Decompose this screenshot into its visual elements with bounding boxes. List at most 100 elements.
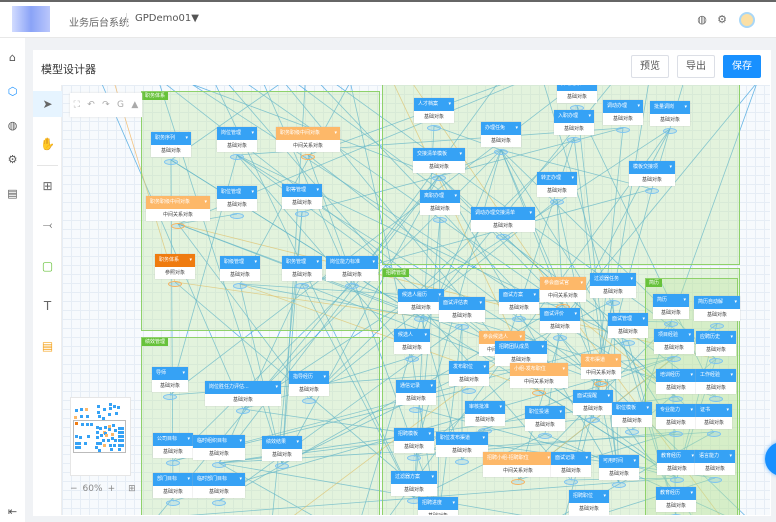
cube-icon[interactable]: ⬡: [7, 85, 18, 98]
entity-node[interactable]: 部门目标基础对象: [153, 473, 193, 506]
home-icon[interactable]: ⌂: [9, 51, 16, 64]
relationship-line[interactable]: [627, 340, 677, 515]
relationship-line[interactable]: [150, 175, 440, 515]
entity-name[interactable]: 招聘团队成员: [495, 341, 547, 354]
entity-name[interactable]: 导师: [152, 367, 188, 380]
entity-name[interactable]: 职务职级中间对象: [276, 127, 340, 140]
connection-port[interactable]: [664, 321, 678, 327]
entity-name[interactable]: 转正办理: [537, 172, 577, 185]
connection-port[interactable]: [236, 408, 250, 414]
entity-name[interactable]: 招聘进度: [418, 497, 458, 510]
relationship-line[interactable]: [242, 128, 671, 410]
globe-icon[interactable]: ◍: [697, 13, 707, 26]
connection-port[interactable]: [708, 477, 722, 483]
entity-node[interactable]: 小组-发布职位中间关系对象: [510, 363, 568, 396]
grid-icon[interactable]: G: [117, 100, 125, 110]
avatar[interactable]: [739, 12, 755, 28]
entity-name[interactable]: 教育经历: [656, 487, 696, 500]
entity-node[interactable]: 职位发布渠道基础对象: [436, 432, 488, 465]
relationship-line[interactable]: [64, 477, 678, 515]
undo-icon[interactable]: ↶: [87, 100, 95, 110]
entity-node[interactable]: 通信记录基础对象: [396, 380, 436, 413]
collapse-icon[interactable]: ⇤: [7, 505, 18, 518]
entity-node[interactable]: 语言能力基础对象: [695, 450, 735, 483]
connection-port[interactable]: [496, 234, 510, 240]
entity-node[interactable]: 离职办理基础对象: [420, 190, 460, 223]
connection-port[interactable]: [230, 154, 244, 160]
project-selector[interactable]: GPDemo01▼: [135, 13, 199, 24]
connection-port[interactable]: [302, 398, 316, 404]
connection-port[interactable]: [669, 431, 683, 437]
entity-node[interactable]: 培训经历基础对象: [656, 369, 696, 402]
connection-port[interactable]: [550, 199, 564, 205]
connection-port[interactable]: [707, 431, 721, 437]
connection-port[interactable]: [494, 149, 508, 155]
gear-icon[interactable]: ⚙: [7, 153, 18, 166]
zoom-out-button[interactable]: −: [70, 484, 78, 494]
entity-name[interactable]: 工作经验: [696, 369, 736, 382]
connection-port[interactable]: [663, 128, 677, 134]
entity-node[interactable]: 候选人基础对象: [394, 329, 430, 362]
entity-node[interactable]: 职等管理基础对象: [282, 184, 322, 217]
entity-node[interactable]: 候选人履历基础对象: [398, 289, 444, 322]
relationship-line[interactable]: [235, 85, 564, 306]
collapse-up-icon[interactable]: ▲: [131, 100, 139, 110]
connection-port[interactable]: [667, 356, 681, 362]
entity-name[interactable]: 离职办理: [420, 190, 460, 203]
entity-name[interactable]: 调动办理: [603, 100, 643, 113]
connection-port[interactable]: [538, 433, 552, 439]
entity-node[interactable]: 教育经历基础对象: [657, 450, 697, 483]
connection-port[interactable]: [166, 460, 180, 466]
entity-node[interactable]: 导师基础对象: [152, 367, 188, 400]
assistant-button[interactable]: [765, 442, 776, 476]
entity-name[interactable]: 过滤器任务: [590, 273, 636, 286]
entity-node[interactable]: 证书基础对象: [696, 404, 732, 437]
entity-name[interactable]: 候选人履历: [398, 289, 444, 302]
entity-name[interactable]: 应聘历史: [696, 331, 736, 344]
entity-node[interactable]: 简历自动解基础对象: [694, 296, 740, 329]
relationship-line[interactable]: [383, 128, 671, 515]
connection-port[interactable]: [710, 323, 724, 329]
entity-node[interactable]: 参会面试官中间关系对象: [540, 277, 586, 310]
entity-node[interactable]: 模板交接项基础对象: [629, 161, 675, 194]
entity-node[interactable]: 招聘小组-招聘职位中间关系对象: [483, 452, 553, 485]
entity-name[interactable]: 批量调岗: [650, 101, 690, 114]
entity-name[interactable]: 简历自动解: [694, 296, 740, 309]
relationship-line[interactable]: [307, 154, 442, 515]
entity-name[interactable]: 面试提醒: [573, 390, 613, 403]
minimap-viewport[interactable]: [73, 420, 126, 453]
entity-name[interactable]: 面试记录: [551, 452, 591, 465]
connection-port[interactable]: [564, 479, 578, 485]
connection-port[interactable]: [275, 463, 289, 469]
entity-name[interactable]: 临时组织目标: [193, 435, 245, 448]
entity-node[interactable]: 职务职级中间对象中间关系对象: [276, 127, 340, 160]
relationship-line[interactable]: [98, 85, 244, 410]
relationship-line[interactable]: [631, 85, 760, 431]
relationship-line[interactable]: [500, 149, 602, 383]
entity-name[interactable]: 面试管理: [608, 313, 648, 326]
entity-node[interactable]: 职位模板基础对象: [612, 402, 652, 435]
entity-node[interactable]: 临时部门目标基础对象: [193, 473, 245, 506]
connection-port[interactable]: [455, 459, 469, 465]
connection-port[interactable]: [511, 479, 525, 485]
entity-node[interactable]: 专业能力基础对象: [656, 404, 696, 437]
connection-port[interactable]: [709, 358, 723, 364]
entity-node[interactable]: 绩效结果基础对象: [262, 436, 302, 469]
connection-port[interactable]: [163, 394, 177, 400]
connection-port[interactable]: [709, 396, 723, 402]
connection-port[interactable]: [301, 154, 315, 160]
entity-name[interactable]: 过滤器方案: [391, 471, 437, 484]
entity-node[interactable]: 审核批准基础对象: [465, 401, 505, 434]
entity-node[interactable]: 公司目标基础对象: [153, 433, 193, 466]
entity-node[interactable]: 转正办理基础对象: [537, 172, 577, 205]
entity-node[interactable]: 面试评价基础对象: [540, 308, 580, 341]
entity-node[interactable]: 应聘历史基础对象: [696, 331, 736, 364]
entity-name[interactable]: 职位模板: [612, 402, 652, 415]
entity-node[interactable]: 异动记录基础对象: [557, 85, 597, 111]
fit-view-icon[interactable]: ⛶: [73, 100, 80, 110]
entity-name[interactable]: 发布职位: [449, 361, 489, 374]
entity-node[interactable]: 面试方案基础对象: [499, 289, 539, 322]
connection-port[interactable]: [345, 283, 359, 289]
entity-node[interactable]: 指导经历基础对象: [289, 371, 329, 404]
entity-node[interactable]: 过滤器任务基础对象: [590, 273, 636, 306]
